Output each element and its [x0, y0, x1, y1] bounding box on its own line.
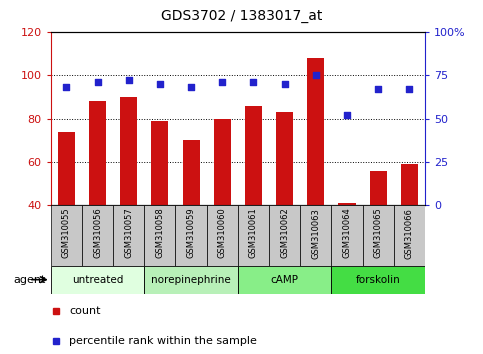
Text: GSM310060: GSM310060: [218, 208, 227, 258]
FancyBboxPatch shape: [51, 266, 144, 294]
FancyBboxPatch shape: [238, 266, 331, 294]
Text: cAMP: cAMP: [270, 275, 298, 285]
Text: GSM310058: GSM310058: [156, 208, 164, 258]
Point: [312, 73, 320, 78]
Bar: [58, 132, 75, 205]
FancyBboxPatch shape: [82, 205, 113, 266]
FancyBboxPatch shape: [269, 205, 300, 266]
Bar: [339, 203, 355, 205]
FancyBboxPatch shape: [144, 205, 175, 266]
Text: GSM310057: GSM310057: [124, 208, 133, 258]
Point: [94, 79, 101, 85]
Point: [374, 86, 382, 92]
Text: GDS3702 / 1383017_at: GDS3702 / 1383017_at: [161, 9, 322, 23]
Text: GSM310064: GSM310064: [342, 208, 352, 258]
Point: [156, 81, 164, 87]
Point: [281, 81, 288, 87]
Bar: [120, 97, 137, 205]
Bar: [276, 112, 293, 205]
Bar: [307, 58, 325, 205]
Point: [250, 79, 257, 85]
Point: [125, 78, 132, 83]
FancyBboxPatch shape: [51, 205, 82, 266]
Point: [62, 85, 70, 90]
FancyBboxPatch shape: [207, 205, 238, 266]
Text: GSM310063: GSM310063: [312, 208, 320, 259]
Text: percentile rank within the sample: percentile rank within the sample: [70, 336, 257, 346]
Text: GSM310056: GSM310056: [93, 208, 102, 258]
FancyBboxPatch shape: [175, 205, 207, 266]
FancyBboxPatch shape: [331, 266, 425, 294]
Text: GSM310062: GSM310062: [280, 208, 289, 258]
Bar: [183, 140, 199, 205]
Text: GSM310059: GSM310059: [186, 208, 196, 258]
Text: GSM310065: GSM310065: [374, 208, 383, 258]
FancyBboxPatch shape: [144, 266, 238, 294]
Text: GSM310066: GSM310066: [405, 208, 414, 259]
FancyBboxPatch shape: [363, 205, 394, 266]
Bar: [245, 105, 262, 205]
Bar: [401, 164, 418, 205]
Point: [187, 85, 195, 90]
FancyBboxPatch shape: [238, 205, 269, 266]
Text: GSM310055: GSM310055: [62, 208, 71, 258]
Text: GSM310061: GSM310061: [249, 208, 258, 258]
Text: agent: agent: [14, 275, 46, 285]
Text: untreated: untreated: [72, 275, 123, 285]
Bar: [89, 101, 106, 205]
Text: forskolin: forskolin: [356, 275, 400, 285]
Point: [343, 112, 351, 118]
FancyBboxPatch shape: [394, 205, 425, 266]
Point: [406, 86, 413, 92]
Bar: [369, 171, 387, 205]
Bar: [151, 121, 169, 205]
FancyBboxPatch shape: [300, 205, 331, 266]
FancyBboxPatch shape: [331, 205, 363, 266]
FancyBboxPatch shape: [113, 205, 144, 266]
Point: [218, 79, 226, 85]
Text: count: count: [70, 306, 101, 316]
Bar: [213, 119, 231, 205]
Text: norepinephrine: norepinephrine: [151, 275, 231, 285]
